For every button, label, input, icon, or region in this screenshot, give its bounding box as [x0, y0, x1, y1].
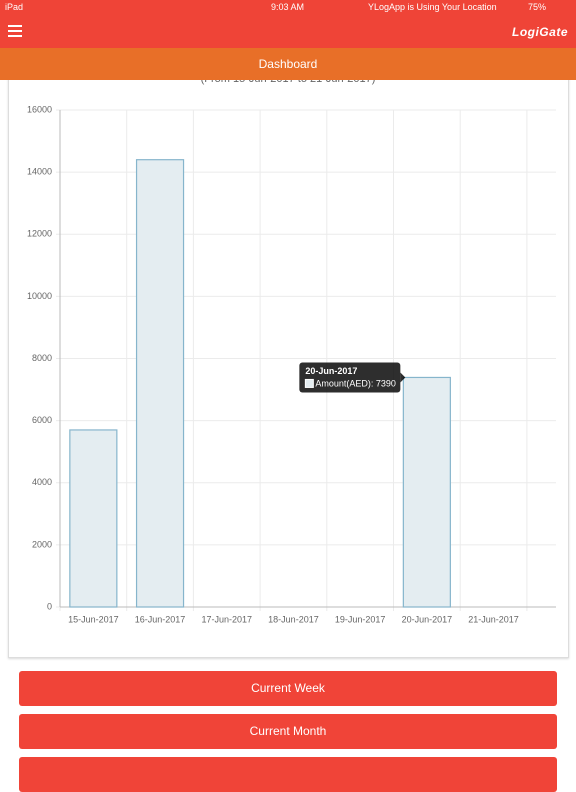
bar — [135, 159, 185, 608]
logo: LogiGate — [511, 25, 568, 39]
current-month-button[interactable]: Current Month — [19, 714, 557, 749]
battery: 75% — [528, 2, 547, 12]
y-tick-label: 16000 — [27, 104, 52, 114]
x-tick-label: 19-Jun-2017 — [335, 614, 386, 624]
menu-button[interactable] — [8, 25, 22, 37]
nav-title: Dashboard — [0, 48, 576, 80]
y-tick-label: 6000 — [32, 415, 52, 425]
x-tick-label: 20-Jun-2017 — [402, 614, 453, 624]
tooltip-series: Amount(AED) — [315, 379, 371, 389]
x-tick-label: 16-Jun-2017 — [135, 614, 186, 624]
tooltip-title: 20-Jun-2017 — [305, 366, 357, 376]
y-tick-label: 8000 — [32, 353, 52, 363]
location-notice: YLogApp is Using Your Location — [368, 2, 497, 12]
y-tick-label: 2000 — [32, 539, 52, 549]
more-button[interactable] — [19, 757, 557, 792]
y-tick-label: 12000 — [27, 229, 52, 239]
x-tick-label: 15-Jun-2017 — [68, 614, 119, 624]
tooltip-swatch — [304, 378, 314, 388]
current-week-button[interactable]: Current Week — [19, 671, 557, 706]
tooltip-value: 7390 — [376, 379, 396, 389]
x-tick-label: 21-Jun-2017 — [468, 614, 519, 624]
tooltip-label: Amount(AED): 7390 — [315, 379, 396, 389]
bar — [402, 376, 451, 608]
tooltip: 20-Jun-2017 Amount(AED): 7390 — [299, 362, 406, 393]
status-bar: iPad 9:03 AM YLogApp is Using Your Locat… — [0, 0, 576, 15]
x-tick-label: 17-Jun-2017 — [201, 614, 252, 624]
time: 9:03 AM — [271, 2, 305, 12]
header: LogiGate — [0, 15, 576, 48]
chart: (From 15-Jun-2017 to 21-Jun-2017) 020004… — [27, 73, 556, 624]
device: iPad — [5, 2, 24, 12]
y-tick-label: 14000 — [27, 167, 52, 177]
y-tick-label: 10000 — [27, 291, 52, 301]
y-tick-label: 0 — [47, 601, 52, 611]
x-tick-label: 18-Jun-2017 — [268, 614, 319, 624]
tooltip-sep: : — [371, 379, 376, 389]
bar — [69, 429, 118, 608]
tooltip-box — [299, 362, 401, 393]
y-tick-label: 4000 — [32, 477, 52, 487]
tooltip-arrow — [400, 372, 406, 383]
